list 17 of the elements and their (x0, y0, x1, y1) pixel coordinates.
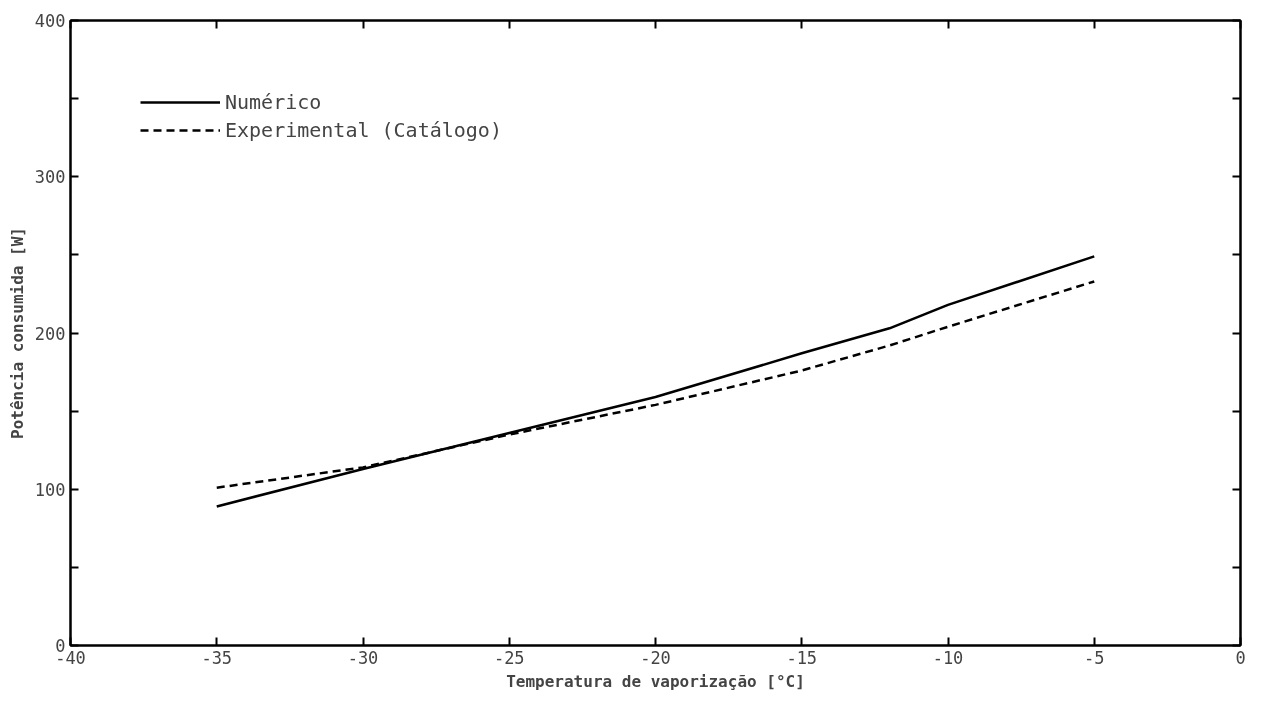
legend-label: Numérico (225, 90, 322, 114)
x-tick-label: -20 (640, 647, 671, 668)
x-tick-label: 0 (1235, 647, 1246, 668)
x-tick-label: -25 (493, 647, 525, 668)
y-tick-label: 400 (34, 11, 66, 31)
x-tick-label: -5 (1084, 647, 1105, 668)
x-axis-title: Temperatura de vaporização [°C] (506, 671, 805, 691)
y-tick-label: 300 (34, 167, 66, 188)
x-tick-label: -15 (786, 647, 818, 668)
line-series (215, 255, 1096, 508)
y-tick-label: 200 (34, 323, 66, 344)
x-tick-label: -30 (347, 647, 379, 668)
legend-label: Experimental (Catálogo) (225, 118, 502, 142)
y-axis-title: Potência consumida [W] (7, 227, 27, 439)
x-tick-label: -10 (932, 647, 964, 668)
x-tick-label: -35 (201, 647, 233, 668)
y-tick-label: 100 (34, 479, 66, 500)
